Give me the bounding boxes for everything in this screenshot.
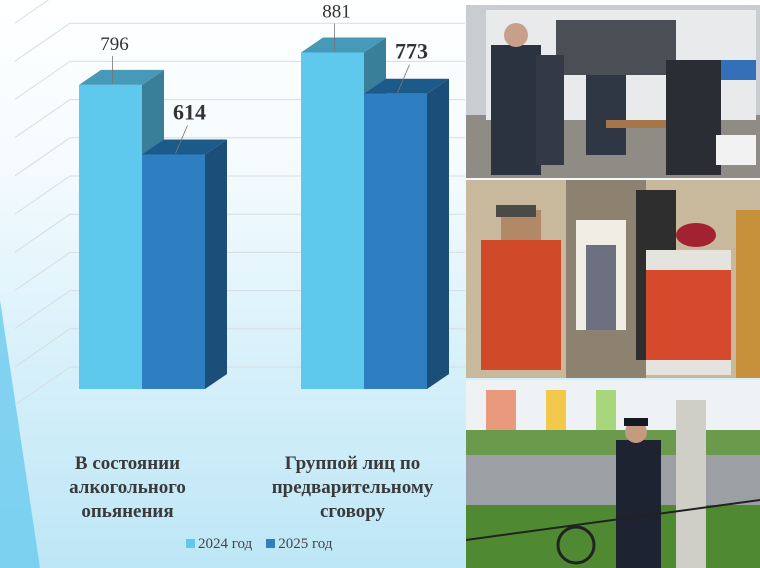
gridline-side [14,99,71,139]
data-label: 773 [395,39,428,64]
bar [79,84,142,389]
photo-corridor [466,180,760,378]
data-label: 614 [173,99,206,124]
bar-chart: 796 614 881 773 [14,0,465,406]
gridline-side [14,251,71,291]
gridline-side [14,366,71,406]
gridline-side [14,137,71,177]
photo-police-bus [466,5,760,178]
bar [364,93,427,390]
data-label: 881 [322,1,351,22]
gridline-side [14,0,50,24]
legend: 2024 год 2025 год [186,536,332,553]
bar-side [427,78,449,390]
gridline-side [14,22,71,62]
leader-line [175,125,188,154]
category-label-2: Группой лиц по предварительному сговору [271,453,434,522]
bar-top [79,69,164,85]
bar-side [205,139,227,389]
legend-item-2024: 2024 год [186,536,252,553]
photo-street-patrol [466,380,760,568]
category-label-1: В состоянии алкогольного опьянения [69,453,186,522]
gridline-side [14,290,71,330]
leader-line [397,64,410,93]
data-label: 796 [100,34,129,55]
bar-top [301,37,386,53]
bar [142,154,205,389]
gridline-side [14,328,71,368]
bar [301,52,364,389]
legend-item-2025: 2025 год [266,536,332,553]
gridline-side [14,213,71,253]
bar-top [142,139,227,155]
bar-top [364,78,449,94]
gridline-side [14,175,71,215]
gridline-side [14,60,71,100]
